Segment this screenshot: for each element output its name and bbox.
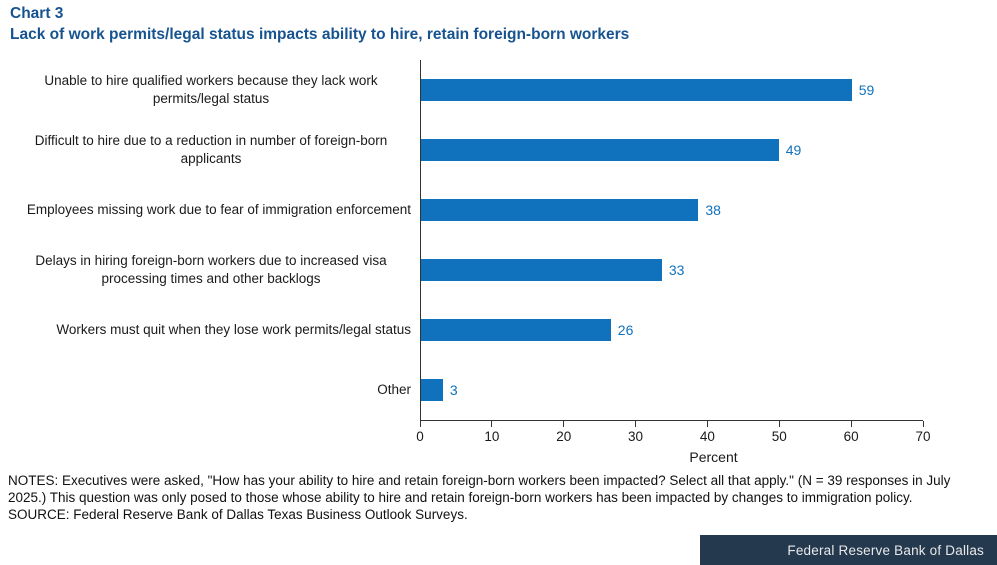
footer-bar: Federal Reserve Bank of Dallas — [700, 535, 997, 565]
footer-text: Federal Reserve Bank of Dallas — [787, 542, 984, 558]
value-label: 49 — [785, 142, 802, 158]
chart-row: Workers must quit when they lose work pe… — [10, 300, 932, 360]
chart-row: Other 3 — [10, 360, 932, 420]
x-tick-mark — [491, 421, 493, 427]
bar-area: 3 — [420, 360, 932, 420]
category-label: Unable to hire qualified workers because… — [44, 73, 378, 106]
source-text: SOURCE: Federal Reserve Bank of Dallas T… — [8, 507, 468, 523]
x-tick-label: 30 — [628, 429, 644, 444]
chart-row: Delays in hiring foreign-born workers du… — [10, 240, 932, 300]
value-label: 59 — [858, 82, 875, 98]
x-axis-label: Percent — [689, 449, 738, 465]
value-label: 26 — [617, 322, 634, 338]
x-tick-label: 0 — [416, 429, 424, 444]
bar-area: 33 — [420, 240, 932, 300]
category-label: Workers must quit when they lose work pe… — [56, 322, 411, 338]
x-tick-label: 70 — [915, 429, 931, 444]
chart-rows: Unable to hire qualified workers because… — [10, 60, 932, 420]
chart-row: Difficult to hire due to a reduction in … — [10, 120, 932, 180]
bar — [421, 319, 611, 341]
x-tick-mark — [419, 421, 421, 427]
x-tick-label: 10 — [484, 429, 500, 444]
chart-row: Unable to hire qualified workers because… — [10, 60, 932, 120]
category-label: Difficult to hire due to a reduction in … — [34, 133, 388, 166]
chart-row: Employees missing work due to fear of im… — [10, 180, 932, 240]
value-label: 33 — [668, 262, 685, 278]
x-axis-line — [420, 420, 923, 421]
notes-text: NOTES: Executives were asked, "How has y… — [8, 473, 951, 506]
x-tick-label: 60 — [843, 429, 859, 444]
x-tick-label: 20 — [556, 429, 572, 444]
chart-title: Lack of work permits/legal status impact… — [10, 25, 630, 43]
bar-area: 26 — [420, 300, 932, 360]
category-label: Employees missing work due to fear of im… — [26, 202, 411, 218]
bar-area: 49 — [420, 120, 932, 180]
x-tick-label: 50 — [771, 429, 787, 444]
value-label: 3 — [449, 382, 458, 398]
x-tick-mark — [850, 421, 852, 427]
bar — [421, 139, 779, 161]
x-tick-mark — [563, 421, 565, 427]
category-label: Delays in hiring foreign-born workers du… — [35, 253, 387, 286]
x-axis: 0 10 20 30 40 50 60 70 — [416, 421, 931, 447]
chart-number: Chart 3 — [10, 5, 64, 22]
bar-area: 38 — [420, 180, 932, 240]
bar — [421, 379, 443, 401]
x-tick-mark — [778, 421, 780, 427]
category-label: Other — [377, 382, 411, 398]
bar — [421, 199, 699, 221]
bar-chart: Unable to hire qualified workers because… — [10, 60, 932, 465]
bar-area: 59 — [420, 60, 932, 120]
x-tick-mark — [706, 421, 708, 427]
bar — [421, 79, 852, 101]
x-tick-mark — [922, 421, 924, 427]
chart-header: Chart 3 Lack of work permits/legal statu… — [10, 5, 629, 44]
x-tick-mark — [635, 421, 637, 427]
bar — [421, 259, 662, 281]
notes-block: NOTES: Executives were asked, "How has y… — [8, 472, 992, 523]
value-label: 38 — [705, 202, 721, 218]
x-tick-label: 40 — [699, 429, 715, 444]
